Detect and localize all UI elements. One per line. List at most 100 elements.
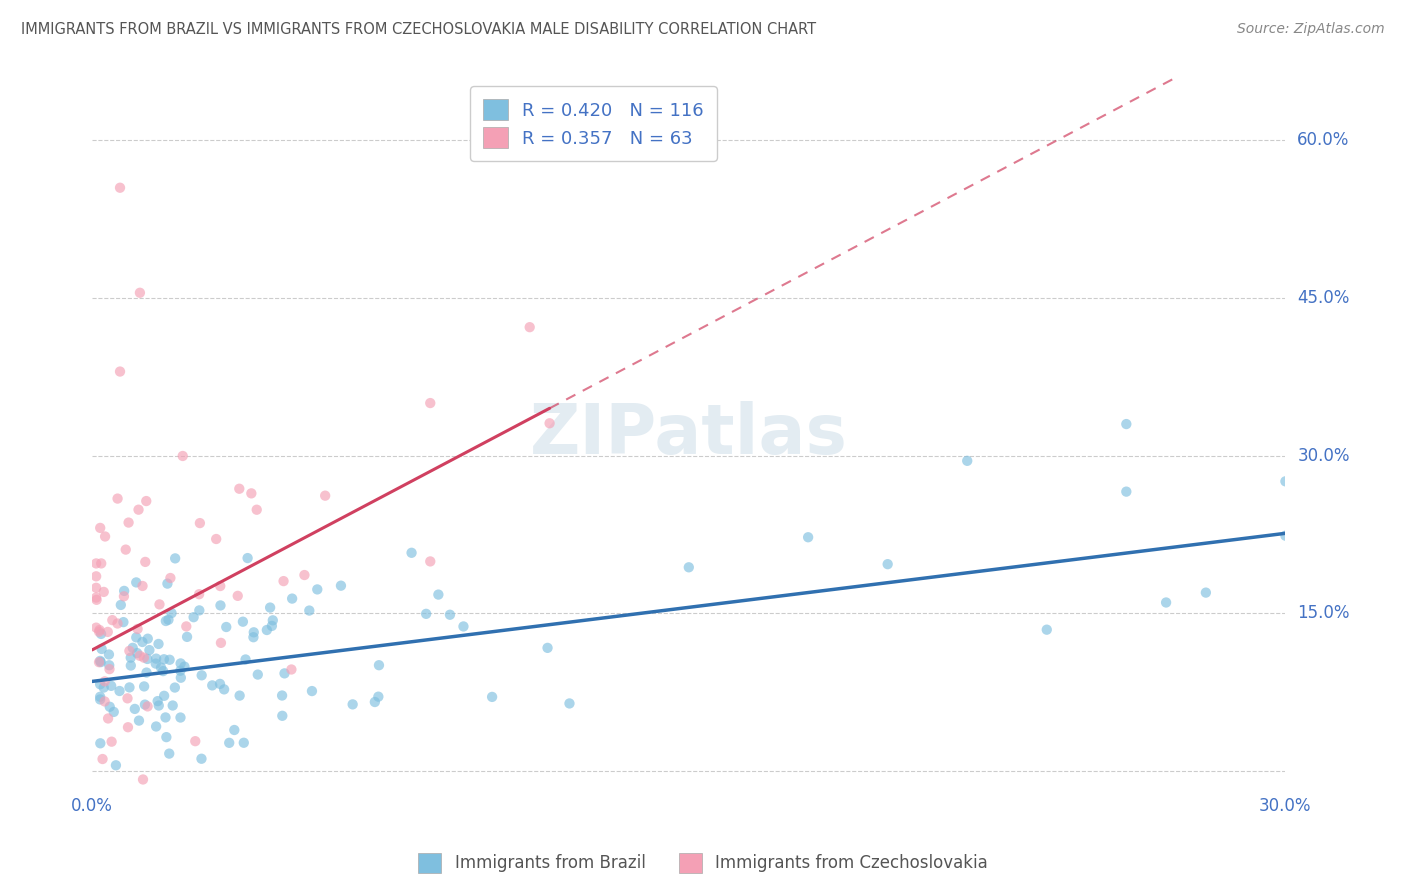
Point <box>148 698 170 713</box>
Text: 30.0%: 30.0% <box>1298 447 1350 465</box>
Point <box>212 682 235 697</box>
Point <box>183 610 205 624</box>
Point <box>190 752 212 766</box>
Point <box>131 635 153 649</box>
Point <box>86 592 108 607</box>
Point <box>1115 484 1137 499</box>
Point <box>165 551 187 566</box>
Point <box>89 623 111 637</box>
Point <box>148 637 170 651</box>
Point <box>427 588 450 602</box>
Point <box>159 653 181 667</box>
Point <box>101 613 124 627</box>
Point <box>97 648 120 662</box>
Point <box>89 690 111 704</box>
Point <box>232 736 254 750</box>
Point <box>155 614 177 628</box>
Point <box>235 652 257 666</box>
Point <box>273 574 295 588</box>
Point <box>145 657 167 671</box>
Point <box>127 622 149 636</box>
Point <box>124 702 146 716</box>
Point <box>90 557 112 571</box>
Point <box>170 671 193 685</box>
Point <box>138 643 160 657</box>
Point <box>156 576 179 591</box>
Point <box>481 690 503 704</box>
Point <box>519 320 541 334</box>
Point <box>956 454 979 468</box>
Point <box>107 616 129 631</box>
Point <box>224 723 246 737</box>
Point <box>145 651 167 665</box>
Text: 15.0%: 15.0% <box>1298 604 1350 622</box>
Point <box>132 650 155 665</box>
Point <box>301 684 323 698</box>
Point <box>90 642 112 657</box>
Point <box>84 591 107 605</box>
Point <box>93 694 115 708</box>
Point <box>367 690 389 704</box>
Point <box>118 644 141 658</box>
Point <box>273 666 295 681</box>
Point <box>100 679 122 693</box>
Point <box>1274 529 1296 543</box>
Point <box>169 710 191 724</box>
Point <box>125 631 148 645</box>
Point <box>209 636 232 650</box>
Point <box>176 619 198 633</box>
Point <box>157 747 180 761</box>
Point <box>226 589 249 603</box>
Point <box>169 657 191 671</box>
Point <box>228 482 250 496</box>
Point <box>135 665 157 680</box>
Point <box>120 658 142 673</box>
Point <box>128 648 150 663</box>
Point <box>118 681 141 695</box>
Point <box>98 662 121 676</box>
Point <box>538 417 561 431</box>
Point <box>1115 417 1137 431</box>
Legend: R = 0.420   N = 116, R = 0.357   N = 63: R = 0.420 N = 116, R = 0.357 N = 63 <box>470 87 717 161</box>
Point <box>797 530 820 544</box>
Point <box>155 730 177 744</box>
Point <box>90 627 112 641</box>
Point <box>262 613 284 627</box>
Point <box>232 615 254 629</box>
Point <box>294 568 316 582</box>
Point <box>188 603 211 617</box>
Point <box>89 624 111 639</box>
Point <box>129 285 152 300</box>
Text: ZIPatlas: ZIPatlas <box>530 401 848 468</box>
Point <box>84 557 107 571</box>
Point <box>114 542 136 557</box>
Point <box>368 658 391 673</box>
Point <box>136 652 159 666</box>
Point <box>108 684 131 698</box>
Point <box>148 598 170 612</box>
Point <box>117 691 139 706</box>
Point <box>107 491 129 506</box>
Point <box>104 758 127 772</box>
Point <box>159 571 181 585</box>
Point <box>125 575 148 590</box>
Point <box>94 674 117 689</box>
Point <box>134 698 156 712</box>
Point <box>259 600 281 615</box>
Point <box>136 632 159 646</box>
Point <box>364 695 387 709</box>
Point <box>128 714 150 728</box>
Point <box>93 585 115 599</box>
Text: IMMIGRANTS FROM BRAZIL VS IMMIGRANTS FROM CZECHOSLOVAKIA MALE DISABILITY CORRELA: IMMIGRANTS FROM BRAZIL VS IMMIGRANTS FRO… <box>21 22 817 37</box>
Point <box>103 705 125 719</box>
Point <box>128 502 150 516</box>
Point <box>176 630 198 644</box>
Point <box>117 516 139 530</box>
Point <box>209 579 232 593</box>
Point <box>190 668 212 682</box>
Point <box>108 365 131 379</box>
Point <box>153 652 176 666</box>
Point <box>260 619 283 633</box>
Point <box>112 590 135 604</box>
Point <box>146 694 169 708</box>
